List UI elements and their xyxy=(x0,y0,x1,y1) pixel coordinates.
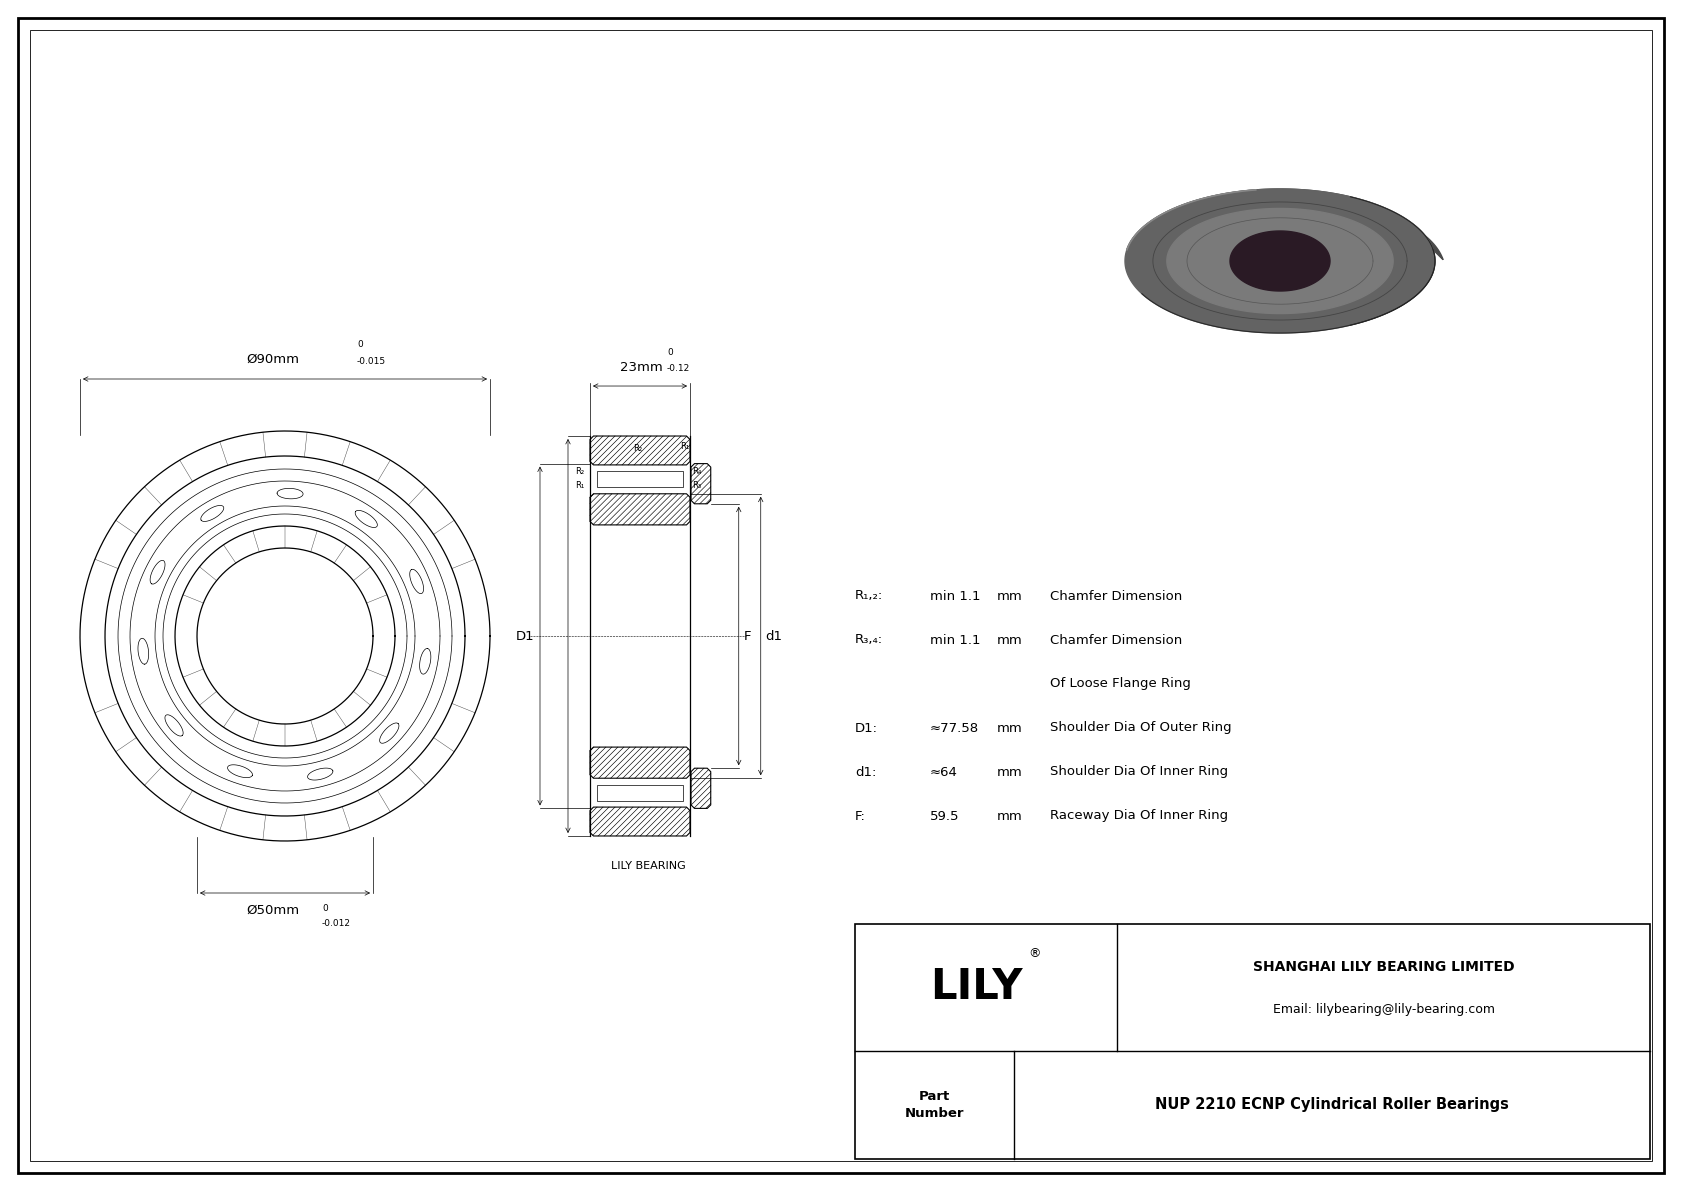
Text: -0.015: -0.015 xyxy=(357,357,386,366)
Text: R₁: R₁ xyxy=(574,481,584,490)
Text: -0.12: -0.12 xyxy=(667,364,690,373)
Text: Of Loose Flange Ring: Of Loose Flange Ring xyxy=(1051,678,1191,691)
Text: 23mm: 23mm xyxy=(620,361,662,374)
Text: min 1.1: min 1.1 xyxy=(930,590,980,603)
Polygon shape xyxy=(589,807,690,836)
Text: R₂: R₂ xyxy=(633,444,643,453)
Text: Part
Number: Part Number xyxy=(904,1090,965,1120)
Text: Shoulder Dia Of Inner Ring: Shoulder Dia Of Inner Ring xyxy=(1051,766,1228,779)
Text: D1: D1 xyxy=(515,630,534,642)
Text: R₃: R₃ xyxy=(692,481,701,490)
Text: mm: mm xyxy=(997,634,1022,647)
Text: Raceway Dia Of Inner Ring: Raceway Dia Of Inner Ring xyxy=(1051,810,1228,823)
Text: d1:: d1: xyxy=(855,766,876,779)
Text: ≈77.58: ≈77.58 xyxy=(930,722,978,735)
Text: R₂: R₂ xyxy=(574,467,584,476)
Text: F:: F: xyxy=(855,810,866,823)
Text: d1: d1 xyxy=(766,630,783,642)
Text: Shoulder Dia Of Outer Ring: Shoulder Dia Of Outer Ring xyxy=(1051,722,1231,735)
Text: F: F xyxy=(744,630,751,642)
Bar xyxy=(598,472,682,487)
Text: ®: ® xyxy=(1029,948,1041,960)
Polygon shape xyxy=(690,768,711,809)
Polygon shape xyxy=(589,494,690,525)
Text: ≈64: ≈64 xyxy=(930,766,958,779)
Text: LILY BEARING: LILY BEARING xyxy=(611,861,685,871)
Text: 0: 0 xyxy=(667,348,672,357)
Polygon shape xyxy=(690,463,711,504)
Text: mm: mm xyxy=(997,590,1022,603)
Polygon shape xyxy=(589,436,690,464)
Polygon shape xyxy=(1229,231,1330,291)
Text: R₃,₄:: R₃,₄: xyxy=(855,634,882,647)
Text: R₁,₂:: R₁,₂: xyxy=(855,590,882,603)
Text: D1:: D1: xyxy=(855,722,877,735)
Bar xyxy=(598,785,682,800)
Text: mm: mm xyxy=(997,766,1022,779)
Text: Chamfer Dimension: Chamfer Dimension xyxy=(1051,634,1182,647)
Text: R₁: R₁ xyxy=(680,442,689,451)
Text: -0.012: -0.012 xyxy=(322,919,350,928)
Text: min 1.1: min 1.1 xyxy=(930,634,980,647)
Polygon shape xyxy=(1125,189,1435,333)
Bar xyxy=(855,924,1650,1159)
Text: mm: mm xyxy=(997,810,1022,823)
Polygon shape xyxy=(1167,208,1393,313)
Text: NUP 2210 ECNP Cylindrical Roller Bearings: NUP 2210 ECNP Cylindrical Roller Bearing… xyxy=(1155,1097,1509,1112)
Text: SHANGHAI LILY BEARING LIMITED: SHANGHAI LILY BEARING LIMITED xyxy=(1253,960,1514,974)
Text: 0: 0 xyxy=(357,339,362,349)
Text: 59.5: 59.5 xyxy=(930,810,960,823)
Polygon shape xyxy=(589,747,690,778)
Text: LILY: LILY xyxy=(930,966,1022,1009)
Polygon shape xyxy=(1127,189,1443,260)
Text: Ø50mm: Ø50mm xyxy=(246,904,300,917)
Text: Ø90mm: Ø90mm xyxy=(246,353,300,366)
Text: R₄: R₄ xyxy=(692,467,701,476)
Text: Email: lilybearing@lily-bearing.com: Email: lilybearing@lily-bearing.com xyxy=(1273,1003,1495,1016)
Text: 0: 0 xyxy=(322,904,328,913)
Text: Chamfer Dimension: Chamfer Dimension xyxy=(1051,590,1182,603)
Text: mm: mm xyxy=(997,722,1022,735)
